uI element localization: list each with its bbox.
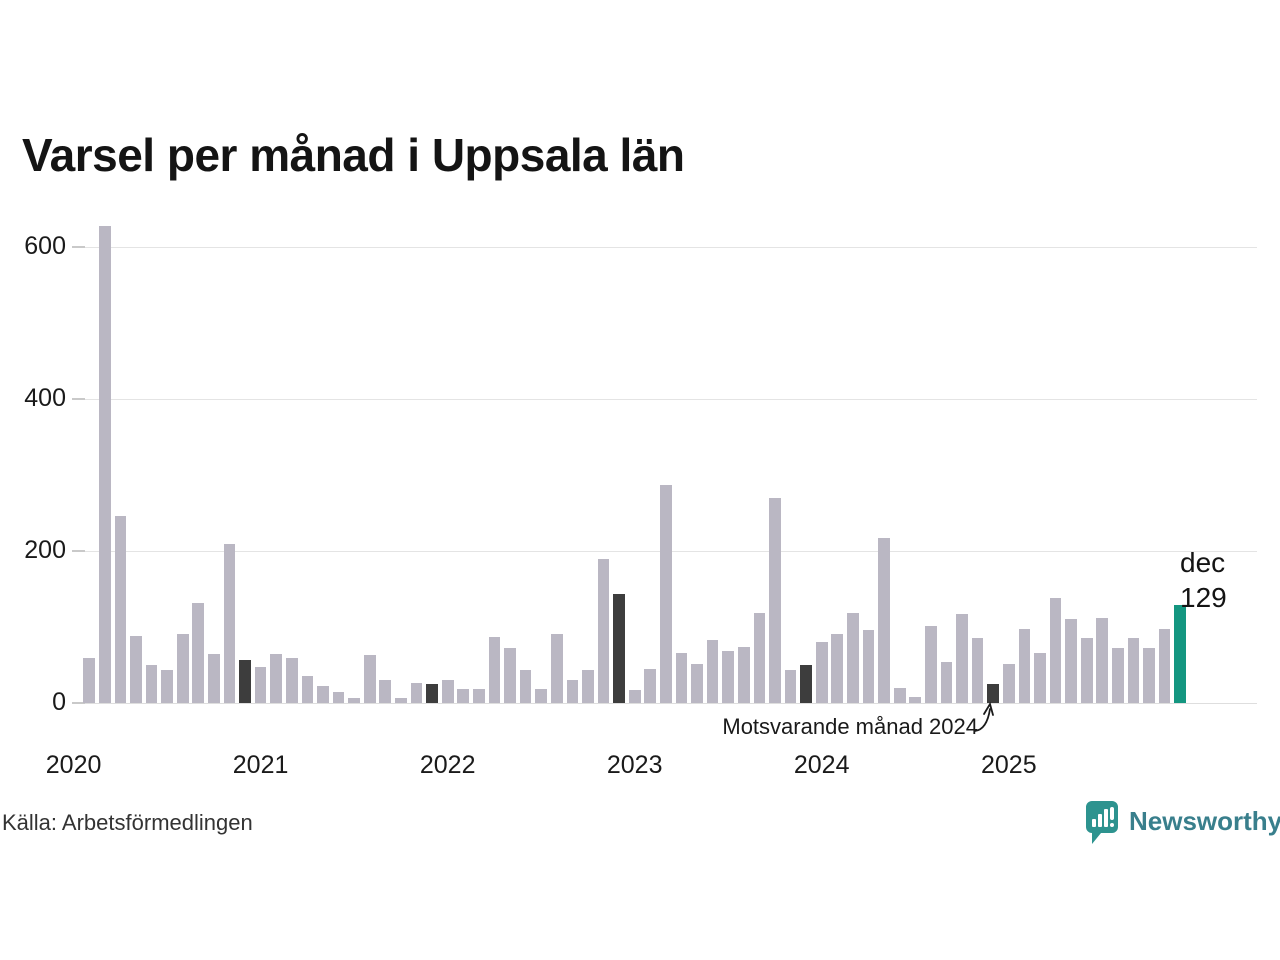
bar-2022-feb — [457, 689, 470, 703]
bar-2024-feb — [831, 633, 844, 703]
bar-2020-jul — [161, 670, 173, 703]
bar-2022-maj — [504, 648, 516, 703]
bar-2023-jun — [706, 639, 719, 703]
bar-2021-nov — [410, 683, 423, 703]
bar-2024-aug — [924, 626, 937, 703]
bar-2020-apr — [114, 516, 127, 703]
bar-2024-dec-comparison — [987, 684, 1000, 703]
x-axis-label-2022: 2022 — [419, 751, 476, 779]
newsworthy-bubble-chart-icon — [1086, 801, 1118, 844]
bar-2025-jul — [1096, 617, 1109, 703]
bar-2023-okt — [769, 497, 781, 703]
y-axis-tick-400 — [72, 398, 85, 400]
bar-2020-mar — [98, 225, 111, 703]
bar-2022-jun — [519, 670, 532, 703]
bar-2022-apr — [488, 636, 501, 703]
bar-2025-jun — [1080, 638, 1093, 703]
annotation-arrow-icon — [974, 701, 994, 732]
bar-2021-dec-comparison — [426, 684, 438, 703]
x-axis-label-2020: 2020 — [45, 751, 102, 779]
x-axis-label-2023: 2023 — [606, 751, 663, 779]
y-axis-label-200: 200 — [24, 536, 66, 564]
newsworthy-logo: Newsworthy — [1085, 800, 1280, 846]
bar-2024-apr — [862, 630, 875, 703]
gridline-0 — [72, 702, 1257, 704]
gridline-600 — [72, 246, 1257, 248]
bar-2022-dec-comparison — [613, 594, 625, 703]
bar-2025-jan — [1002, 663, 1015, 703]
x-axis-label-2021: 2021 — [232, 751, 289, 779]
bar-2020-sep — [192, 602, 205, 703]
bar-2021-aug — [363, 655, 376, 703]
bar-2020-feb — [83, 658, 96, 703]
y-axis-tick-0 — [72, 702, 85, 704]
bar-2025-mar — [1034, 652, 1046, 703]
latest-value-label: dec 129 — [1180, 545, 1227, 615]
x-axis-label-2025: 2025 — [980, 751, 1037, 779]
y-axis-label-600: 600 — [24, 232, 66, 260]
bar-2022-jul — [535, 689, 548, 703]
bar-2025-dec-highlight — [1174, 605, 1187, 703]
bar-2022-nov — [597, 558, 610, 703]
bar-2024-maj — [878, 538, 890, 703]
bar-2024-jun — [893, 687, 906, 703]
y-axis-label-0: 0 — [52, 688, 66, 716]
latest-value-month: dec — [1180, 547, 1226, 578]
bar-2023-aug — [737, 646, 750, 703]
bar-2023-nov — [784, 669, 797, 703]
bar-2024-jan — [815, 642, 828, 703]
bar-2025-aug — [1112, 647, 1124, 703]
bar-2021-feb — [270, 654, 283, 703]
chart-title: Varsel per månad i Uppsala län — [22, 129, 685, 181]
bar-2025-apr — [1049, 598, 1062, 703]
bar-2023-sep — [753, 613, 766, 703]
bar-2024-okt — [956, 614, 968, 703]
bar-2024-sep — [940, 662, 953, 703]
bar-2021-mar — [285, 658, 298, 703]
bar-2021-okt — [395, 698, 407, 703]
bar-2021-sep — [379, 680, 392, 703]
bar-2023-maj — [691, 663, 703, 703]
bar-2020-aug — [176, 633, 189, 703]
bar-2025-nov — [1158, 628, 1171, 703]
bar-2024-jul — [909, 696, 922, 703]
bar-2023-feb — [644, 668, 657, 703]
bar-2021-jun — [332, 691, 345, 703]
bar-2020-nov — [223, 544, 236, 703]
bar-2025-maj — [1065, 618, 1077, 703]
y-axis-tick-600 — [72, 246, 85, 248]
y-axis-tick-200 — [72, 550, 85, 552]
bar-2021-jul — [348, 698, 361, 703]
gridline-400 — [72, 398, 1257, 400]
y-axis-label-400: 400 — [24, 384, 66, 412]
bar-2020-maj — [130, 636, 142, 703]
bar-2022-aug — [550, 633, 563, 703]
bar-2023-dec-comparison — [800, 665, 813, 703]
bar-2025-feb — [1018, 629, 1031, 703]
bar-2021-jan — [254, 666, 267, 703]
bar-2025-sep — [1127, 637, 1140, 703]
bar-2021-apr — [301, 676, 314, 703]
bar-2023-jul — [722, 651, 735, 703]
bar-2021-maj — [317, 685, 329, 703]
bar-2022-jan — [441, 680, 454, 703]
bar-2020-jun — [145, 665, 158, 703]
bar-2023-apr — [675, 652, 688, 703]
bar-2022-mar — [473, 688, 485, 703]
bar-2025-okt — [1143, 648, 1155, 703]
bar-2022-sep — [566, 680, 579, 703]
bar-2024-nov — [971, 637, 984, 703]
bar-2023-jan — [628, 690, 641, 703]
x-axis-label-2024: 2024 — [793, 751, 850, 779]
bar-2020-dec-comparison — [239, 660, 251, 703]
source-attribution: Källa: Arbetsförmedlingen — [2, 810, 253, 835]
latest-value-number: 129 — [1180, 582, 1227, 613]
bar-2020-okt — [208, 654, 220, 703]
comparison-annotation-label: Motsvarande månad 2024 — [722, 714, 978, 739]
newsworthy-wordmark: Newsworthy — [1129, 806, 1280, 836]
bar-2024-mar — [847, 613, 859, 703]
bar-2022-okt — [582, 670, 594, 703]
bar-2023-mar — [660, 484, 672, 703]
